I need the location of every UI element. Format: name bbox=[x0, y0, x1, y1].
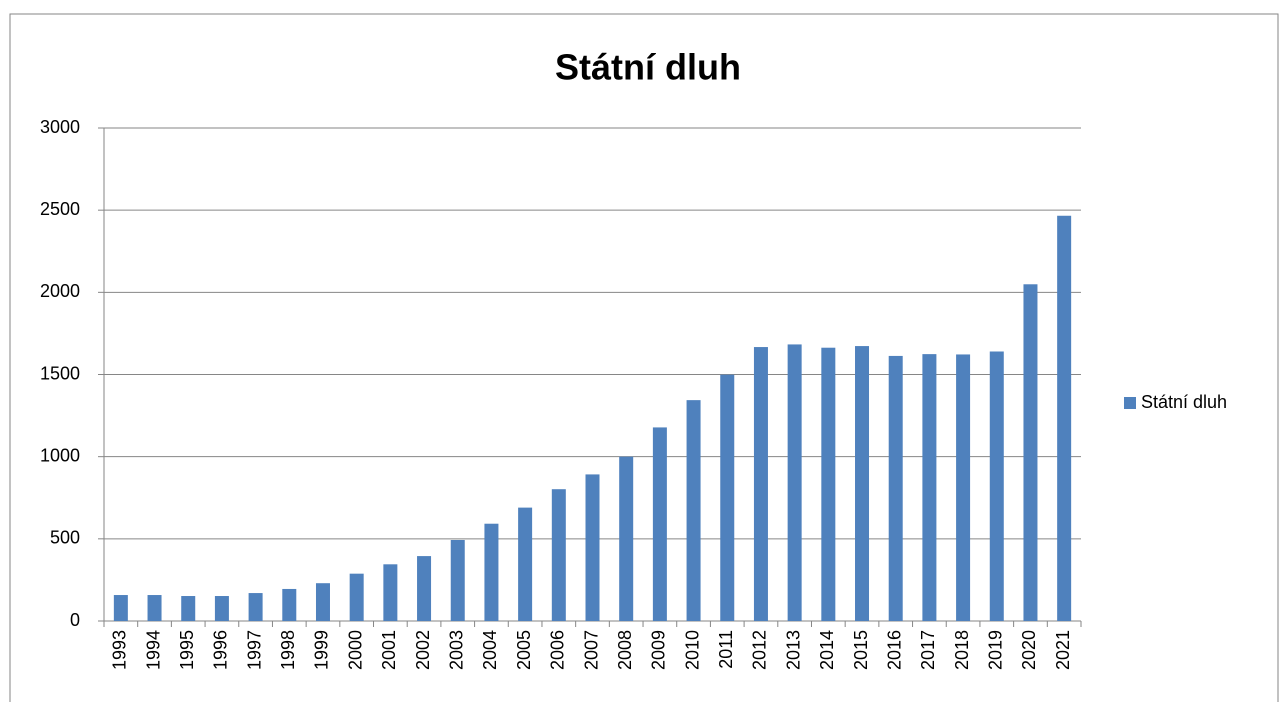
legend-label: Státní dluh bbox=[1141, 392, 1227, 412]
bar bbox=[753, 347, 768, 621]
bar bbox=[652, 427, 667, 621]
y-tick-label: 2000 bbox=[40, 281, 80, 301]
x-tick-label: 1996 bbox=[211, 630, 231, 670]
bar bbox=[248, 593, 263, 621]
y-tick-label: 1000 bbox=[40, 445, 80, 465]
x-tick-label: 1994 bbox=[143, 630, 163, 670]
bar bbox=[686, 400, 701, 621]
bar bbox=[147, 595, 162, 621]
bar bbox=[855, 346, 870, 621]
bar bbox=[349, 573, 364, 621]
bar bbox=[1023, 284, 1038, 621]
x-tick-label: 2000 bbox=[345, 630, 365, 670]
x-tick-label: 2012 bbox=[750, 630, 770, 670]
x-tick-label: 1993 bbox=[110, 630, 130, 670]
x-tick-label: 2021 bbox=[1053, 630, 1073, 670]
bar bbox=[315, 583, 330, 621]
bar bbox=[956, 354, 971, 621]
x-tick-label: 2009 bbox=[649, 630, 669, 670]
bar bbox=[821, 347, 836, 621]
x-tick-label: 1999 bbox=[312, 630, 332, 670]
x-tick-label: 2015 bbox=[851, 630, 871, 670]
bar bbox=[383, 564, 398, 621]
x-tick-label: 2017 bbox=[918, 630, 938, 670]
x-tick-label: 2001 bbox=[379, 630, 399, 670]
bar bbox=[450, 539, 465, 621]
bar bbox=[417, 556, 432, 621]
y-tick-label: 1500 bbox=[40, 363, 80, 383]
bar bbox=[1057, 215, 1072, 621]
y-tick-label: 3000 bbox=[40, 117, 80, 137]
bar bbox=[720, 374, 735, 621]
x-tick-label: 2008 bbox=[615, 630, 635, 670]
y-tick-label: 0 bbox=[70, 610, 80, 630]
bar bbox=[989, 351, 1004, 621]
x-tick-label: 2010 bbox=[682, 630, 702, 670]
bar bbox=[922, 354, 937, 621]
bar bbox=[888, 355, 903, 621]
x-tick-label: 2016 bbox=[884, 630, 904, 670]
legend-swatch bbox=[1124, 397, 1136, 409]
y-tick-label: 500 bbox=[50, 528, 80, 548]
x-tick-label: 2002 bbox=[413, 630, 433, 670]
x-tick-label: 2020 bbox=[1019, 630, 1039, 670]
bar bbox=[484, 523, 499, 621]
x-tick-label: 2014 bbox=[817, 630, 837, 670]
chart-frame bbox=[9, 13, 1279, 702]
x-tick-label: 2011 bbox=[716, 630, 736, 669]
bar bbox=[518, 507, 533, 621]
bar bbox=[181, 596, 196, 621]
bar bbox=[214, 596, 229, 621]
bar bbox=[585, 474, 600, 621]
x-tick-label: 2018 bbox=[952, 630, 972, 670]
x-tick-label: 2019 bbox=[986, 630, 1006, 670]
x-tick-label: 2007 bbox=[581, 630, 601, 670]
bar bbox=[282, 588, 297, 621]
x-tick-label: 2006 bbox=[548, 630, 568, 670]
x-tick-label: 2004 bbox=[480, 630, 500, 670]
x-tick-label: 2013 bbox=[783, 630, 803, 670]
x-tick-label: 1998 bbox=[278, 630, 298, 670]
x-tick-label: 1997 bbox=[244, 630, 264, 670]
bar bbox=[551, 489, 566, 621]
bar bbox=[113, 595, 128, 621]
bar bbox=[787, 344, 802, 621]
y-tick-label: 2500 bbox=[40, 199, 80, 219]
chart-title: Státní dluh bbox=[555, 47, 741, 88]
bar bbox=[619, 456, 634, 621]
x-tick-label: 2003 bbox=[446, 630, 466, 670]
x-tick-label: 2005 bbox=[514, 630, 534, 670]
x-tick-label: 1995 bbox=[177, 630, 197, 670]
